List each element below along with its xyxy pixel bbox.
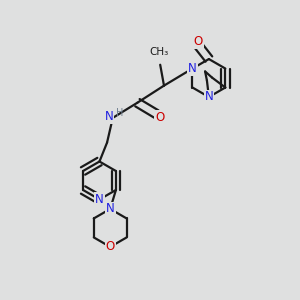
Text: CH₃: CH₃ <box>149 47 168 57</box>
Text: N: N <box>106 202 115 215</box>
Text: N: N <box>205 91 213 103</box>
Text: N: N <box>95 193 104 206</box>
Text: O: O <box>194 35 203 48</box>
Text: H: H <box>116 108 124 118</box>
Text: O: O <box>155 111 164 124</box>
Text: N: N <box>104 110 113 123</box>
Text: N: N <box>188 62 197 75</box>
Text: O: O <box>106 240 115 254</box>
